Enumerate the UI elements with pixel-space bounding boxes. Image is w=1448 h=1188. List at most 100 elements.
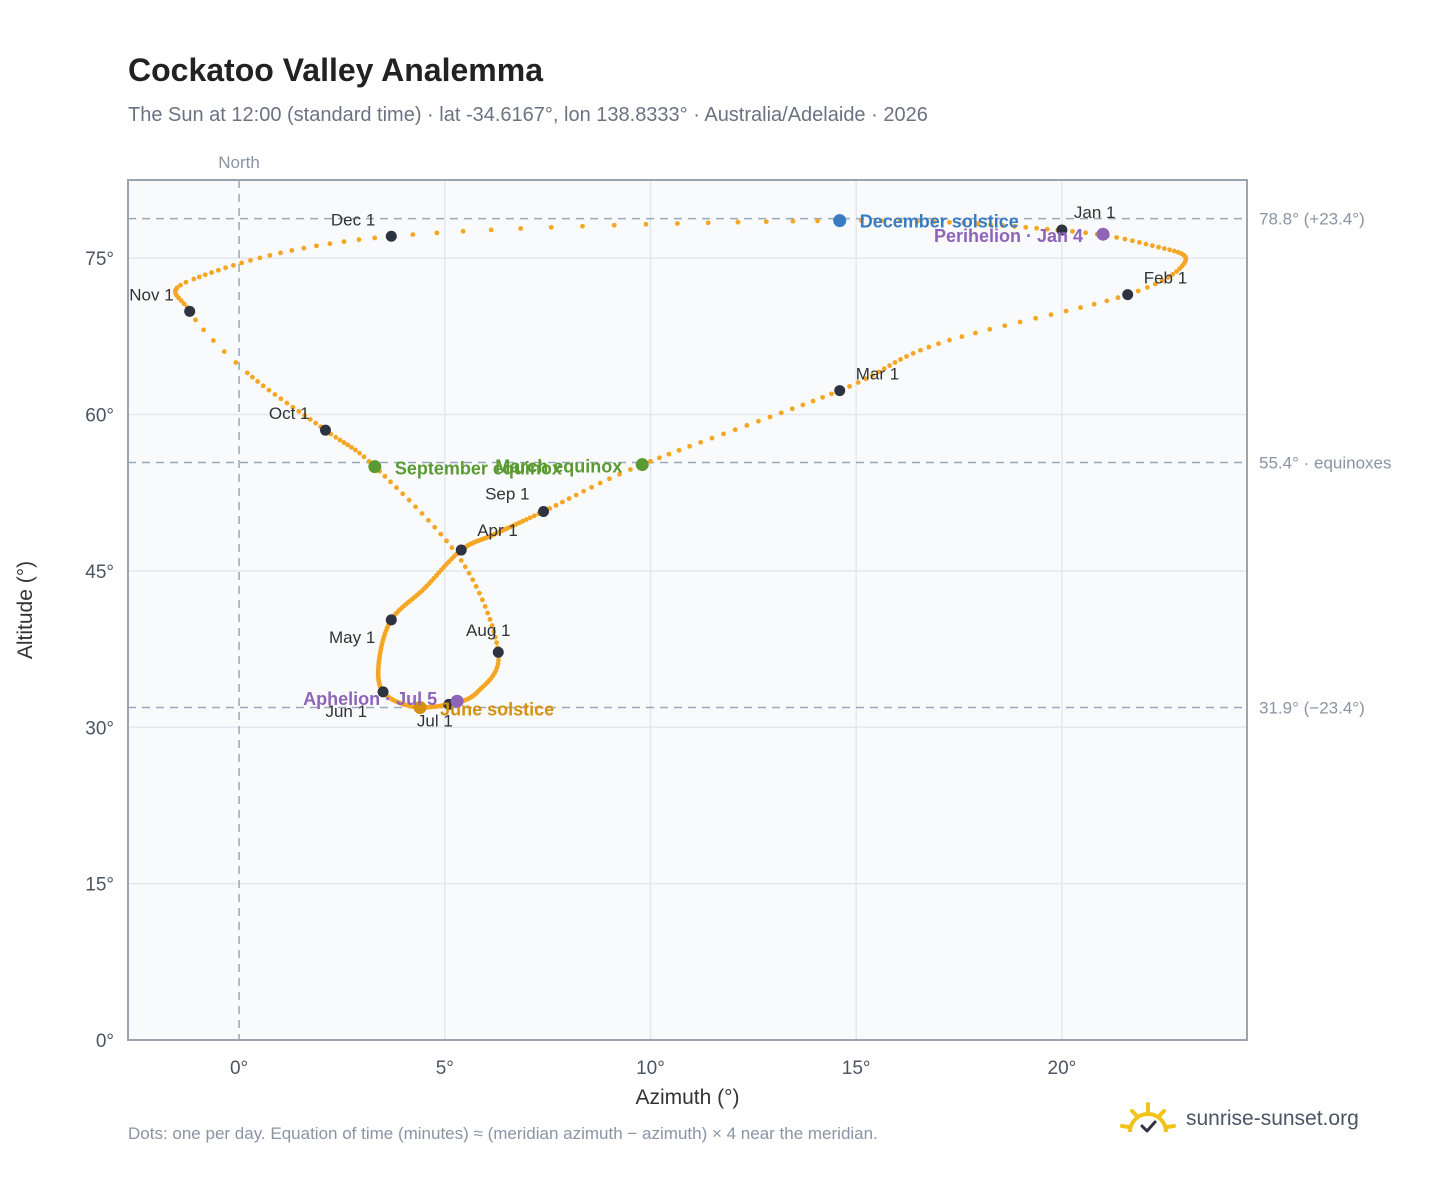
daily-sun-dot [735, 219, 741, 225]
daily-sun-dot [560, 499, 565, 505]
daily-sun-dot [382, 473, 388, 479]
event-marker-label: December solstice [860, 212, 1019, 232]
daily-sun-dot [248, 257, 253, 263]
daily-sun-dot [284, 400, 290, 406]
daily-sun-dot [975, 221, 980, 227]
daily-sun-dot [1130, 238, 1135, 244]
brand-name: sunrise-sunset.org [1186, 1107, 1359, 1130]
month-marker [455, 544, 467, 556]
y-tick-label: 30° [85, 718, 114, 739]
daily-sun-dot [1167, 247, 1173, 253]
daily-sun-dot [698, 439, 704, 445]
daily-sun-dot [193, 317, 198, 323]
daily-sun-dot [432, 524, 438, 530]
daily-sun-dot [476, 590, 482, 596]
daily-sun-dot [257, 255, 263, 261]
daily-sun-dot [1017, 319, 1023, 325]
daily-sun-dot [1048, 312, 1054, 318]
month-marker-label: Jun 1 [325, 702, 367, 721]
reference-line-label: 55.4° · equinoxes [1259, 453, 1392, 472]
daily-sun-dot [1161, 246, 1167, 251]
daily-sun-dot [458, 558, 464, 563]
daily-sun-dot [1002, 323, 1008, 329]
daily-sun-dot [898, 357, 903, 362]
daily-sun-dot [756, 418, 761, 424]
daily-sun-dot [829, 391, 834, 397]
daily-sun-dot [487, 616, 493, 622]
daily-sun-dot [341, 239, 347, 245]
daily-sun-dot [413, 504, 418, 510]
brand[interactable]: sunrise-sunset.org [1120, 1102, 1359, 1136]
daily-sun-dot [249, 374, 255, 380]
daily-sun-dot [1091, 301, 1097, 307]
daily-sun-dot [302, 413, 308, 418]
daily-sun-dot [301, 245, 307, 251]
daily-sun-dot [988, 222, 993, 228]
daily-sun-dot [732, 427, 738, 433]
daily-sun-dot [527, 515, 533, 521]
daily-sun-dot [855, 380, 861, 385]
daily-sun-dot [553, 502, 559, 508]
daily-sun-dot [1083, 230, 1088, 236]
daily-sun-dot [209, 270, 214, 275]
month-marker-label: Jan 1 [1074, 203, 1116, 222]
daily-sun-dot [482, 604, 488, 609]
daily-sun-dot [581, 488, 587, 494]
daily-sun-dot [947, 219, 952, 225]
month-marker-label: Apr 1 [477, 521, 518, 540]
daily-sun-dot [337, 437, 343, 443]
reference-lines: North 78.8° (+23.4°) 55.4° · equinoxes 31.9… [128, 153, 1392, 1040]
daily-sun-dot [1159, 278, 1165, 284]
month-marker [319, 424, 331, 436]
month-marker [538, 505, 550, 517]
daily-sun-dot [356, 237, 362, 243]
daily-sun-dot [790, 218, 796, 224]
x-tick-label: 5° [436, 1058, 454, 1079]
daily-sun-dot [607, 476, 612, 482]
daily-sun-dot [485, 610, 491, 616]
plot-area [128, 180, 1247, 1040]
daily-sun-dot [926, 344, 932, 350]
daily-sun-dot [897, 218, 903, 224]
daily-sun-dot [244, 370, 250, 376]
daily-sun-dot [628, 467, 633, 472]
event-marker [368, 460, 382, 474]
daily-sun-dot [1012, 224, 1017, 229]
daily-sun-dot [181, 301, 187, 307]
daily-sun-dot [191, 276, 197, 282]
daily-sun-dot [388, 479, 393, 485]
daily-sun-dot [721, 431, 726, 437]
daily-sun-dot [1177, 266, 1183, 272]
month-marker [385, 614, 397, 626]
daily-sun-dot [215, 267, 221, 273]
daily-sun-dot [1033, 315, 1039, 321]
daily-sun-dot [470, 577, 476, 583]
daily-sun-dot [566, 496, 572, 502]
daily-sun-dot [1136, 240, 1142, 245]
month-marker-label: Feb 1 [1144, 269, 1187, 288]
daily-sun-dot [333, 434, 339, 440]
daily-sun-dot [1063, 308, 1069, 314]
daily-sun-dot [1143, 241, 1149, 247]
month-marker [1122, 289, 1134, 301]
daily-sun-dot [687, 443, 693, 449]
x-tick-label: 10° [636, 1058, 665, 1079]
y-axis-label: Altitude (°) [14, 561, 37, 659]
daily-sun-dot [656, 455, 662, 461]
daily-sun-dot [278, 250, 283, 256]
daily-sun-dot [789, 406, 795, 412]
daily-sun-dot [479, 597, 485, 603]
daily-sun-dot [847, 383, 852, 389]
daily-sun-dot [491, 629, 497, 634]
daily-sun-dot [419, 511, 425, 516]
daily-sun-dot [918, 347, 923, 353]
y-tick-label: 60° [85, 406, 114, 427]
daily-sun-dot [1023, 224, 1029, 230]
y-tick-label: 0° [96, 1031, 114, 1052]
daily-sun-dot [352, 447, 358, 453]
daily-sun-dot [495, 661, 501, 667]
daily-sun-dot [488, 227, 494, 233]
month-marker-label: Jul 1 [417, 711, 453, 730]
daily-sun-dot [863, 376, 869, 382]
daily-sun-dot [972, 330, 978, 336]
